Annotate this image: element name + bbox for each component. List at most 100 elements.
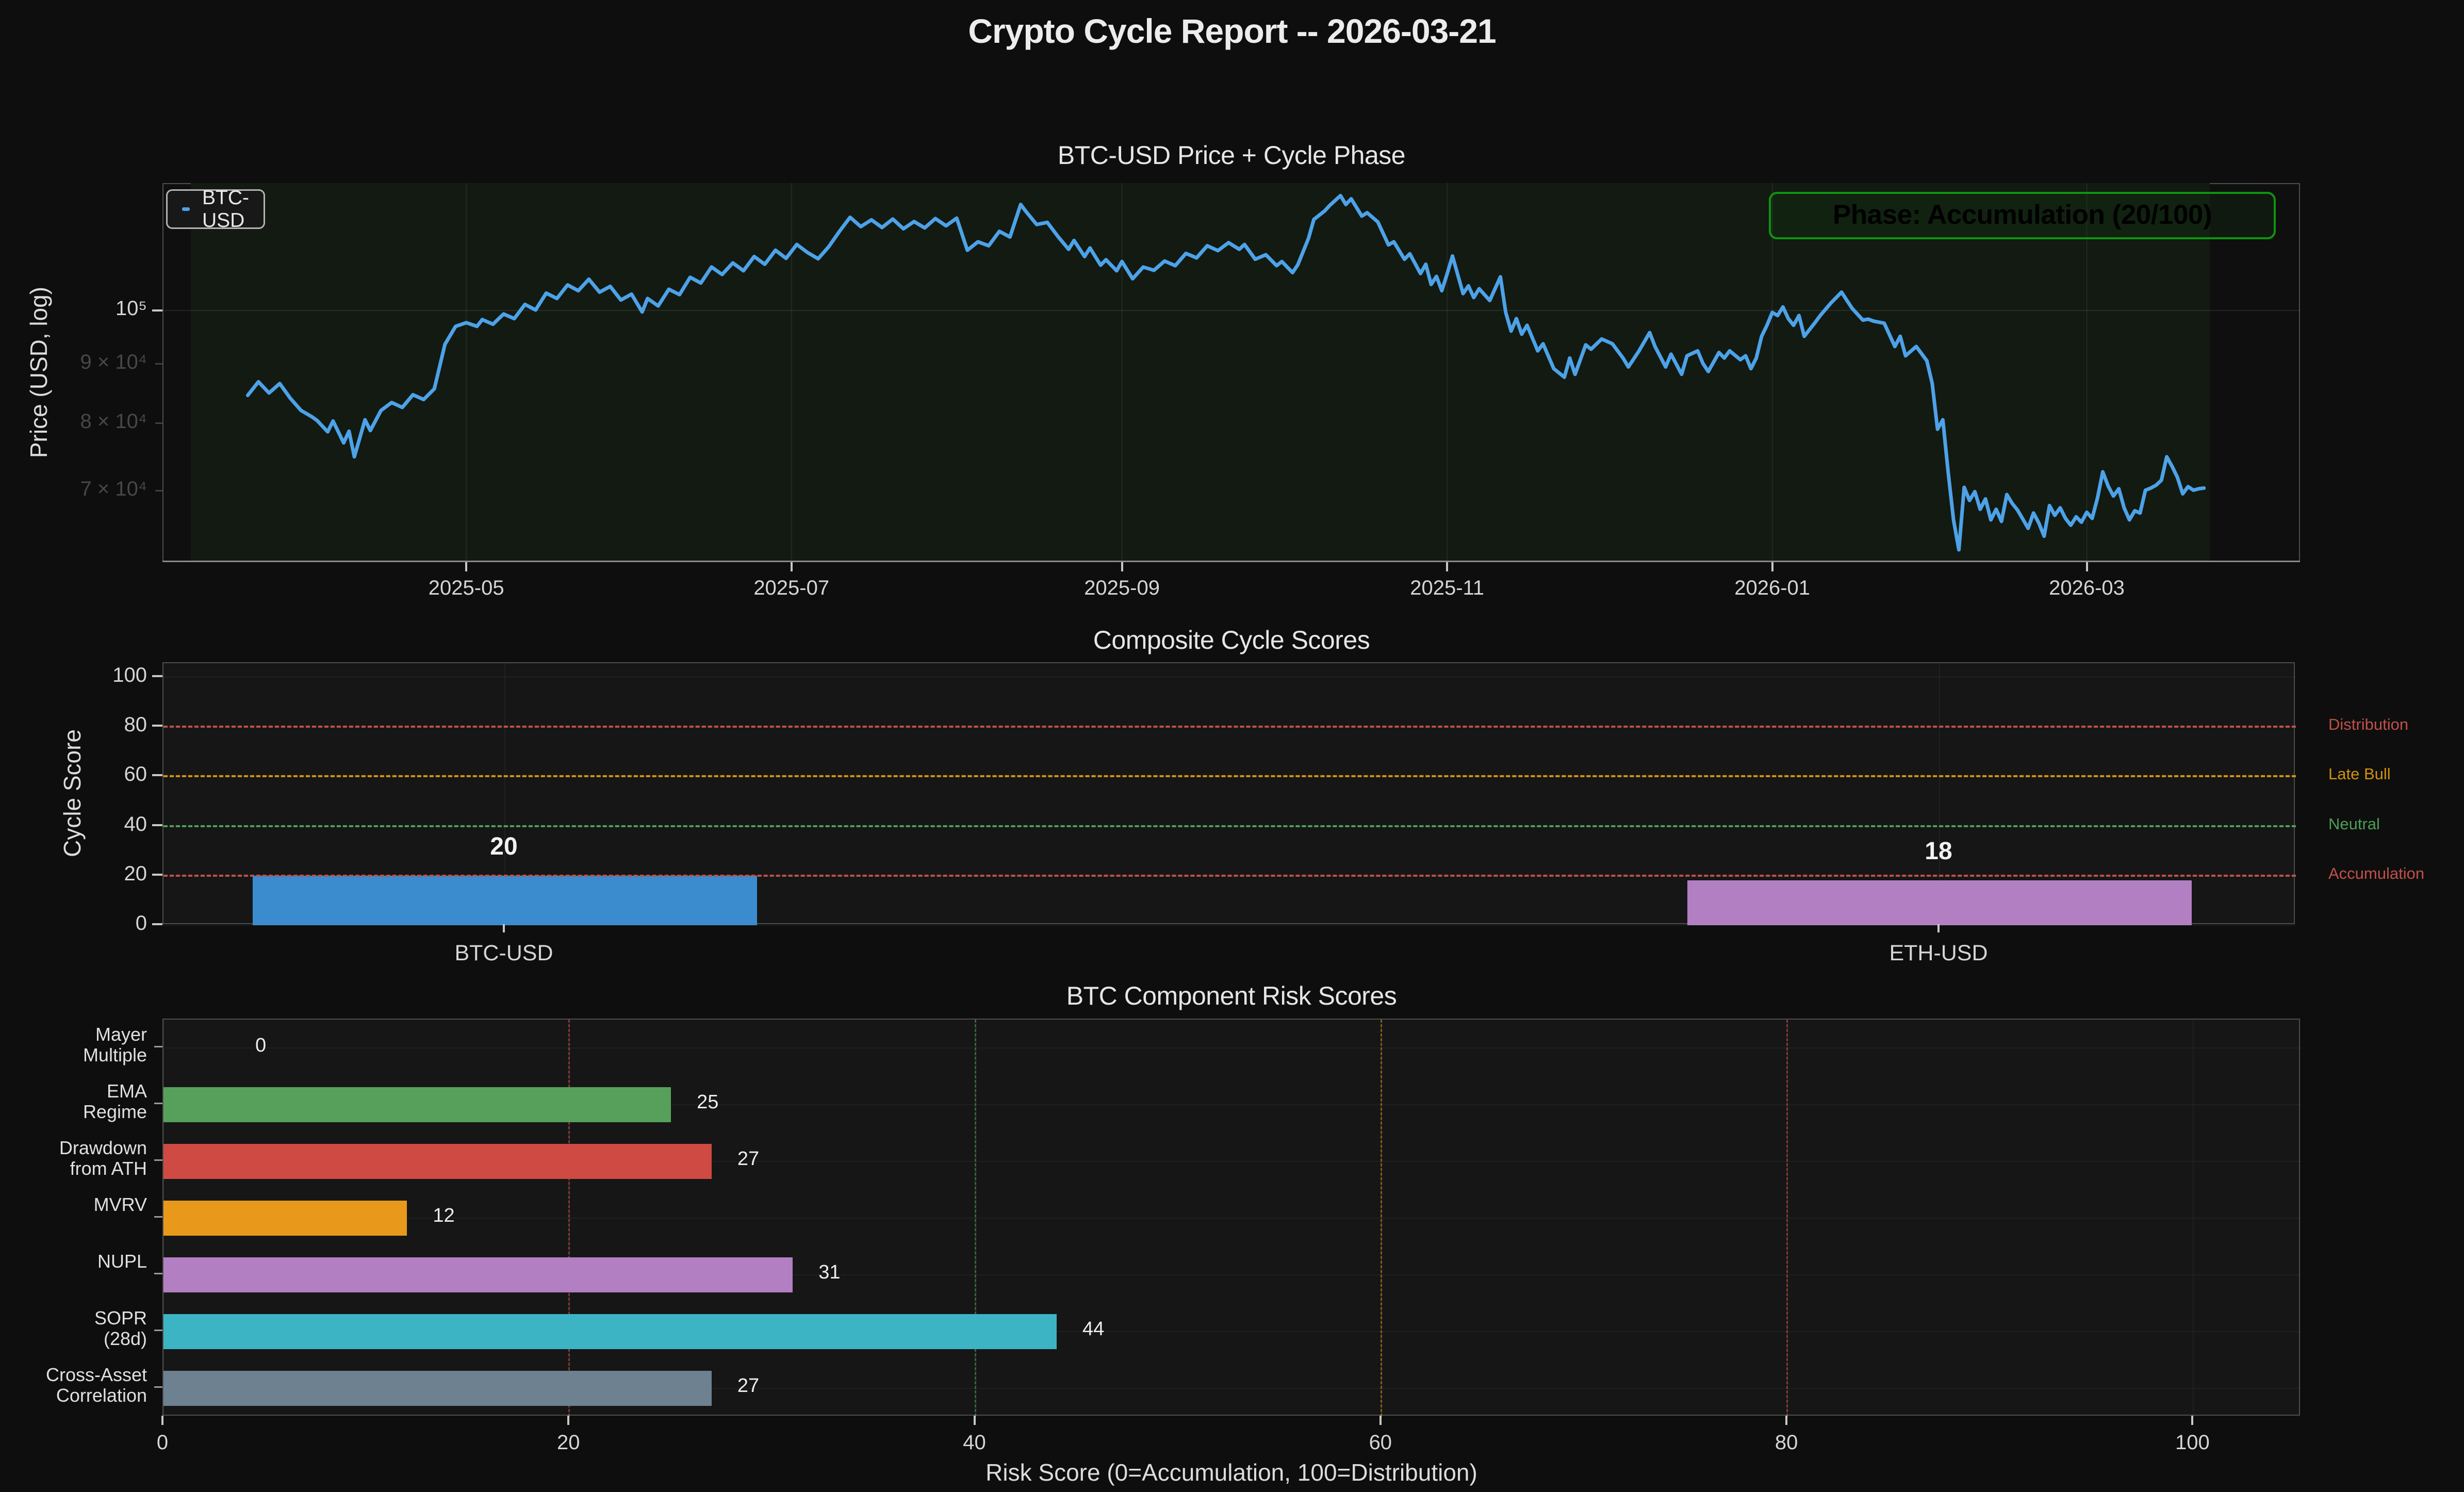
price-chart-plot-area bbox=[162, 183, 2300, 562]
x-tick-label: 2025-07 bbox=[753, 577, 830, 599]
x-tick-mark bbox=[2085, 562, 2088, 571]
x-tick-mark bbox=[1121, 562, 1123, 571]
report-title: Crypto Cycle Report -- 2026-03-21 bbox=[968, 12, 1496, 50]
x-tick-label: 20 bbox=[557, 1431, 580, 1454]
x-tick-mark bbox=[973, 1416, 976, 1425]
threshold-line bbox=[163, 874, 2296, 877]
risk-row-label: Mayer Multiple bbox=[83, 1024, 147, 1066]
y-gridline bbox=[163, 1047, 2301, 1048]
price-chart-bottom-spine bbox=[162, 561, 2300, 562]
x-tick-label: 80 bbox=[1775, 1431, 1798, 1454]
threshold-line bbox=[163, 825, 2296, 827]
y-tick-label: 20 bbox=[124, 862, 147, 885]
y-tick-mark bbox=[154, 1330, 162, 1331]
x-tick-mark bbox=[1379, 1416, 1382, 1425]
y-tick-label: 60 bbox=[124, 763, 147, 786]
risk-score-bar bbox=[163, 1201, 407, 1236]
y-tick-label: 40 bbox=[124, 812, 147, 835]
risk-chart-title: BTC Component Risk Scores bbox=[1066, 981, 1397, 1010]
threshold-label: Accumulation bbox=[2328, 864, 2425, 882]
risk-score-bar bbox=[163, 1314, 1057, 1349]
risk-guide-line bbox=[1380, 1020, 1382, 1417]
risk-guide-line bbox=[974, 1020, 976, 1417]
risk-guide-line bbox=[1786, 1020, 1788, 1417]
x-tick-label: 2025-09 bbox=[1084, 577, 1160, 599]
threshold-line bbox=[163, 775, 2296, 778]
risk-row-label: SOPR (28d) bbox=[94, 1307, 147, 1350]
x-tick-mark bbox=[790, 562, 793, 571]
legend-label: BTC-USD bbox=[202, 186, 249, 232]
bar-value-label: 18 bbox=[1925, 838, 1952, 865]
x-gridline bbox=[504, 663, 505, 925]
y-tick-mark bbox=[152, 725, 162, 727]
y-tick-mark bbox=[154, 1103, 162, 1104]
threshold-label: Late Bull bbox=[2328, 765, 2391, 783]
x-tick-label: 100 bbox=[2175, 1431, 2210, 1454]
x-tick-mark bbox=[567, 1416, 570, 1425]
y-tick-mark bbox=[154, 1046, 162, 1047]
x-tick-label: 40 bbox=[963, 1431, 986, 1454]
risk-score-bar bbox=[163, 1371, 712, 1406]
x-tick-mark bbox=[1785, 1416, 1788, 1425]
y-tick-mark bbox=[154, 1386, 162, 1388]
y-tick-label-minor: 8 × 10⁴ bbox=[80, 410, 147, 433]
x-tick-label: 2026-01 bbox=[1734, 577, 1811, 599]
y-tick-mark-minor bbox=[155, 363, 162, 365]
y-tick-mark bbox=[154, 1159, 162, 1161]
bar-value-label: 20 bbox=[490, 832, 518, 860]
x-tick-mark bbox=[161, 1416, 163, 1425]
y-tick-label: 100 bbox=[112, 663, 147, 686]
cycle-score-bar bbox=[253, 875, 757, 925]
y-gridline bbox=[163, 1104, 2301, 1105]
x-tick-mark bbox=[1937, 924, 1940, 932]
risk-row-label: MVRV bbox=[93, 1194, 147, 1215]
price-chart-title: BTC-USD Price + Cycle Phase bbox=[1057, 141, 1406, 170]
y-gridline bbox=[163, 925, 2296, 926]
x-tick-mark bbox=[503, 924, 505, 932]
composite-chart-plot-area bbox=[162, 662, 2296, 926]
risk-score-bar bbox=[163, 1087, 671, 1122]
y-gridline bbox=[163, 1274, 2301, 1275]
y-tick-mark bbox=[154, 1216, 162, 1218]
y-tick-mark bbox=[152, 675, 162, 677]
risk-chart-xlabel: Risk Score (0=Accumulation, 100=Distribu… bbox=[985, 1459, 1477, 1486]
risk-value-label: 31 bbox=[818, 1261, 841, 1283]
risk-value-label: 12 bbox=[433, 1205, 455, 1226]
y-gridline bbox=[163, 1388, 2301, 1389]
y-gridline bbox=[163, 1161, 2301, 1162]
legend-line-swatch bbox=[182, 207, 190, 211]
cycle-score-bar bbox=[1687, 880, 2192, 925]
x-tick-label: 2025-05 bbox=[428, 577, 504, 599]
phase-span-shading bbox=[191, 183, 2210, 562]
y-tick-label-minor: 9 × 10⁴ bbox=[80, 350, 147, 373]
category-label: BTC-USD bbox=[454, 941, 553, 965]
x-gridline bbox=[1939, 663, 1940, 925]
y-tick-label-major: 10⁵ bbox=[115, 297, 147, 320]
category-label: ETH-USD bbox=[1889, 941, 1988, 965]
y-tick-label-minor: 7 × 10⁴ bbox=[80, 477, 147, 500]
y-tick-mark bbox=[152, 774, 162, 777]
y-gridline bbox=[163, 1218, 2301, 1219]
composite-chart-title: Composite Cycle Scores bbox=[1093, 626, 1370, 654]
y-tick-mark bbox=[152, 873, 162, 876]
y-gridline bbox=[163, 676, 2296, 678]
phase-annotation: Phase: Accumulation (20/100) bbox=[1769, 192, 2276, 239]
x-tick-label: 2025-11 bbox=[1410, 577, 1485, 599]
x-tick-mark bbox=[1771, 562, 1773, 571]
y-tick-label: 0 bbox=[135, 912, 147, 934]
risk-value-label: 27 bbox=[737, 1375, 760, 1397]
risk-row-label: Drawdown from ATH bbox=[59, 1137, 147, 1179]
y-tick-mark bbox=[152, 824, 162, 826]
x-tick-mark bbox=[1446, 562, 1449, 571]
y-tick-mark-minor bbox=[155, 422, 162, 424]
risk-row-label: Cross-Asset Correlation bbox=[45, 1364, 147, 1406]
risk-value-label: 44 bbox=[1082, 1318, 1105, 1340]
price-line-chart-svg bbox=[162, 183, 2300, 562]
price-chart-legend: BTC-USD bbox=[166, 186, 265, 232]
y-tick-mark-major bbox=[152, 309, 162, 311]
risk-row-label: NUPL bbox=[97, 1251, 147, 1272]
risk-score-bar bbox=[163, 1257, 793, 1292]
x-gridline bbox=[2193, 1020, 2194, 1417]
risk-value-label: 0 bbox=[255, 1035, 267, 1056]
